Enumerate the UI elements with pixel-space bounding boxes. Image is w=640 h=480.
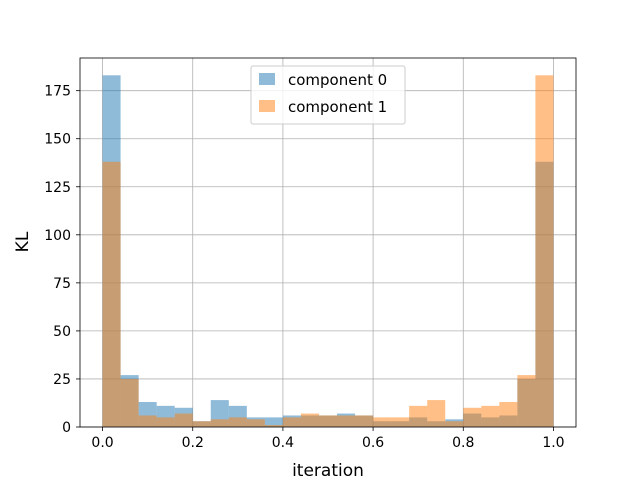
x-tick-label: 0.4	[272, 435, 294, 451]
y-tick-label: 100	[44, 228, 71, 244]
histogram-bar-component-1	[120, 378, 139, 427]
histogram-bar-component-1	[174, 413, 193, 427]
x-tick-label: 0.0	[91, 435, 113, 451]
histogram-bar-component-0	[264, 417, 283, 427]
legend: component 0 component 1	[250, 65, 406, 125]
histogram-bar-component-1	[264, 425, 283, 427]
axis-ticks: 0.0 0.2 0.4 0.6 0.8 1.0 0 25 50 75 100 125 150 175	[44, 84, 564, 451]
x-tick-label: 0.8	[452, 435, 474, 451]
x-axis-label: iteration	[292, 461, 364, 480]
histogram-bar-component-1	[210, 419, 229, 427]
histogram-bar-component-1	[463, 407, 482, 427]
y-tick-label: 125	[44, 180, 71, 196]
histogram-bar-component-1	[409, 405, 428, 427]
legend-box	[250, 65, 406, 125]
legend-swatch-component-0	[259, 73, 275, 85]
histogram-bar-component-1	[337, 415, 356, 427]
histogram-bar-component-1	[355, 415, 374, 427]
histogram-bar-component-1	[499, 402, 518, 427]
histogram-bar-component-1	[246, 419, 265, 427]
histogram-bar-component-1	[156, 417, 175, 427]
y-tick-label: 75	[53, 276, 71, 292]
plot-frame	[79, 57, 577, 428]
histogram-bar-component-1	[300, 413, 319, 427]
y-axis-label: KL	[13, 231, 33, 252]
histogram-bar-component-1	[228, 417, 247, 427]
histogram-bar-component-1	[192, 421, 211, 427]
x-tick-label: 1.0	[542, 435, 564, 451]
legend-label-component-1: component 1	[288, 98, 387, 116]
histogram-bar-component-1	[445, 421, 464, 427]
histogram-bar-component-1	[373, 417, 392, 427]
y-tick-label: 0	[62, 420, 71, 436]
histogram-bar-component-1	[318, 415, 338, 427]
x-tick-label: 0.2	[182, 435, 204, 451]
histogram-bar-component-1	[138, 415, 157, 427]
histogram-bar-component-1	[517, 375, 536, 427]
histogram-bar-component-1	[427, 400, 446, 427]
y-tick-label: 175	[44, 84, 71, 100]
y-tick-label: 50	[53, 324, 71, 340]
histogram-bar-component-1	[535, 75, 554, 427]
legend-swatch-component-1	[259, 100, 275, 112]
y-tick-label: 25	[53, 372, 71, 388]
histogram-bars	[102, 75, 554, 427]
legend-label-component-0: component 0	[288, 71, 387, 89]
x-tick-label: 0.6	[362, 435, 384, 451]
histogram-bar-component-1	[391, 417, 410, 427]
histogram-bar-component-1	[102, 161, 121, 427]
histogram-bar-component-1	[282, 417, 301, 427]
histogram-bar-component-1	[481, 405, 500, 427]
y-tick-label: 150	[44, 132, 71, 148]
